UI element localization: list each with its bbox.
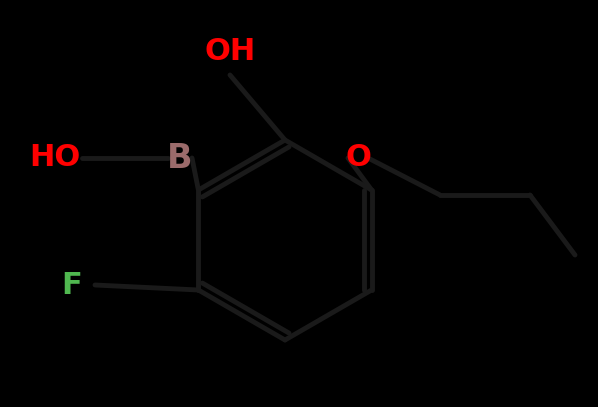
Text: O: O bbox=[345, 144, 371, 173]
Text: HO: HO bbox=[29, 144, 81, 173]
Text: F: F bbox=[62, 271, 83, 300]
Text: OH: OH bbox=[205, 37, 255, 66]
Text: B: B bbox=[167, 142, 193, 175]
